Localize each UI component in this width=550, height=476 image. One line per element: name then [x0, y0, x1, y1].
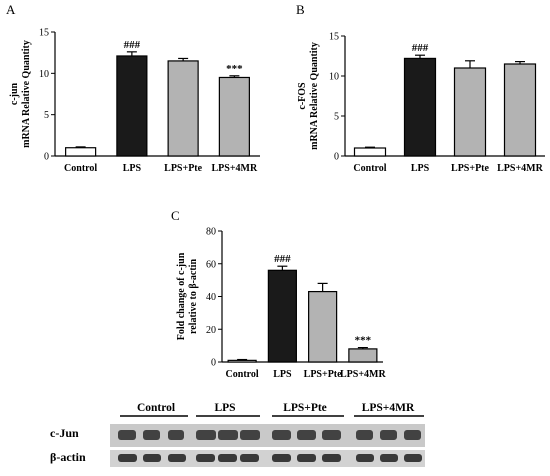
blot-bands-actin [118, 454, 422, 462]
y-axis-label: relative to β-actin [188, 259, 199, 334]
blot-bands-cjun [118, 430, 421, 440]
blot-band [380, 430, 397, 440]
y-axis-label: mRNA Relative Quantity [309, 42, 320, 150]
y-axis-label: Fold change of c-jun [176, 252, 187, 340]
bar [227, 359, 257, 363]
bar [348, 348, 378, 363]
panel-label: B [296, 2, 305, 17]
y-tick-label: 15 [39, 28, 49, 39]
blot-row-label-actin: β-actin [50, 450, 86, 464]
x-tick-label: LPS+Pte [164, 163, 202, 174]
y-tick-label: 20 [206, 325, 216, 336]
y-tick-label: 80 [206, 227, 216, 238]
x-tick-label: LPS+4MR [212, 163, 258, 174]
blot-band [404, 430, 421, 440]
y-axis-label: c-jun [9, 82, 20, 105]
blot-band [356, 454, 374, 462]
significance-label: ### [124, 39, 141, 51]
blot-band [322, 430, 341, 440]
blot-group-label-control: Control [137, 402, 175, 414]
blot-band [272, 454, 291, 462]
bar [308, 290, 338, 363]
blot-band [143, 454, 161, 462]
significance-label: *** [355, 335, 372, 347]
chart-panel-b: B 0 5 10 15 c-FOS mRNA Relative Quantity Contro… [296, 2, 545, 174]
x-tick-label: LPS [123, 163, 142, 174]
blot-group-label-lps: LPS [214, 402, 235, 414]
blot-membrane-cjun [110, 424, 425, 447]
blot-band [196, 454, 215, 462]
blot-band [168, 454, 186, 462]
y-axis-label: c-FOS [297, 82, 308, 110]
blot-band [272, 430, 291, 440]
y-axis-label: mRNA Relative Quantity [21, 40, 32, 148]
blot-band [240, 454, 259, 462]
x-tick-label: LPS+Pte [304, 369, 342, 380]
blot-band [240, 430, 260, 440]
blot-band [218, 430, 238, 440]
y-tick-label: 10 [329, 72, 339, 83]
significance-label: ### [412, 42, 429, 54]
blot-band [356, 430, 373, 440]
panel-label: A [6, 2, 16, 17]
western-blot-panel: Control LPS LPS+Pte LPS+4MR c-Jun β-acti… [50, 402, 425, 467]
y-tick-label: 40 [206, 292, 216, 303]
blot-band [118, 454, 137, 462]
panel-label: C [171, 208, 180, 223]
blot-band [322, 454, 341, 462]
blot-membrane-actin [110, 450, 425, 467]
blot-band [168, 430, 184, 440]
bar [218, 76, 250, 157]
blot-band [143, 430, 160, 440]
bar [353, 147, 387, 157]
blot-group-label-pte: LPS+Pte [283, 402, 327, 414]
x-tick-label: LPS [273, 369, 292, 380]
blot-band [297, 454, 316, 462]
y-tick-label: 15 [329, 32, 339, 43]
blot-band [297, 430, 316, 440]
significance-label: ### [274, 253, 291, 265]
x-tick-label: LPS+4MR [340, 369, 386, 380]
x-tick-label: Control [226, 369, 259, 380]
bar [116, 55, 148, 157]
x-tick-label: LPS+4MR [497, 163, 543, 174]
blot-band [404, 454, 422, 462]
x-tick-label: Control [353, 163, 386, 174]
blot-band [218, 454, 237, 462]
y-tick-label: 0 [44, 152, 49, 163]
y-tick-label: 60 [206, 259, 216, 270]
blot-band [118, 430, 136, 440]
bar [167, 60, 199, 157]
significance-label: *** [226, 63, 243, 75]
y-tick-label: 5 [334, 112, 339, 123]
chart-panel-c: C 0 20 40 60 80 Fold change of c-jun relative t… [171, 208, 387, 380]
blot-band [196, 430, 216, 440]
x-tick-label: LPS+Pte [451, 163, 489, 174]
blot-group-label-4mr: LPS+4MR [362, 402, 415, 414]
bar [403, 57, 437, 157]
y-tick-label: 10 [39, 69, 49, 80]
blot-band [380, 454, 398, 462]
y-tick-label: 0 [211, 358, 216, 369]
x-tick-label: Control [64, 163, 97, 174]
y-tick-label: 0 [334, 152, 339, 163]
blot-row-label-cjun: c-Jun [50, 426, 79, 440]
bar [65, 147, 97, 157]
bar [453, 67, 487, 157]
x-tick-label: LPS [411, 163, 430, 174]
y-tick-label: 5 [44, 110, 49, 121]
bar [503, 63, 537, 157]
chart-panel-a: A 0 5 10 15 c-jun mRNA Relative Quantity Contro… [6, 2, 260, 174]
bar [267, 269, 297, 363]
